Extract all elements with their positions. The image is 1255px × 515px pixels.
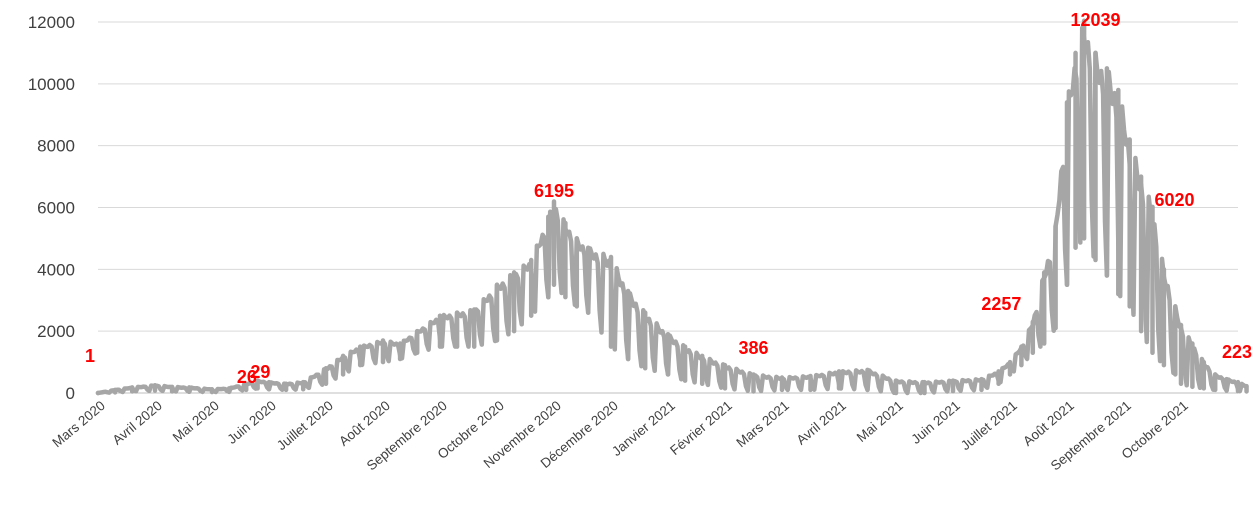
x-tick-label: Mai 2021	[854, 398, 906, 445]
data-label: 29	[250, 362, 270, 382]
data-label: 2257	[981, 294, 1021, 314]
y-tick-label: 8000	[37, 137, 75, 156]
x-tick-label: Avril 2020	[109, 398, 164, 448]
x-tick-label: Juillet 2021	[958, 398, 1020, 453]
x-tick-label: Mars 2021	[733, 398, 792, 450]
x-tick-label: Août 2021	[1020, 398, 1077, 449]
data-label: 1	[85, 346, 95, 366]
y-tick-label: 10000	[28, 75, 75, 94]
x-tick-label: Février 2021	[667, 398, 735, 458]
y-tick-label: 2000	[37, 322, 75, 341]
x-tick-label: Juin 2020	[224, 398, 279, 447]
y-axis-ticks: 0 2000 4000 6000 8000 10000 12000	[28, 13, 75, 403]
x-tick-label: Janvier 2021	[609, 398, 678, 459]
y-tick-label: 4000	[37, 260, 75, 279]
x-tick-label: Juillet 2020	[274, 398, 336, 453]
x-tick-label: Août 2020	[336, 398, 393, 449]
x-tick-label: Mai 2020	[170, 398, 222, 445]
y-tick-label: 12000	[28, 13, 75, 32]
data-label: 6020	[1154, 190, 1194, 210]
x-tick-label: Avril 2021	[793, 398, 848, 448]
data-label: 12039	[1071, 10, 1121, 30]
data-label: 223	[1222, 342, 1252, 362]
data-label: 26	[237, 367, 257, 387]
x-axis-ticks: Mars 2020 Avril 2020 Mai 2020 Juin 2020Juil…	[49, 398, 1191, 474]
x-tick-label: Juin 2021	[908, 398, 963, 447]
data-label: 6195	[534, 181, 574, 201]
y-tick-label: 6000	[37, 199, 75, 218]
series-layer	[95, 18, 1249, 396]
x-tick-label: Mars 2020	[49, 398, 108, 450]
gridlines	[98, 21, 1238, 394]
y-tick-label: 0	[66, 384, 75, 403]
data-label: 386	[738, 338, 768, 358]
